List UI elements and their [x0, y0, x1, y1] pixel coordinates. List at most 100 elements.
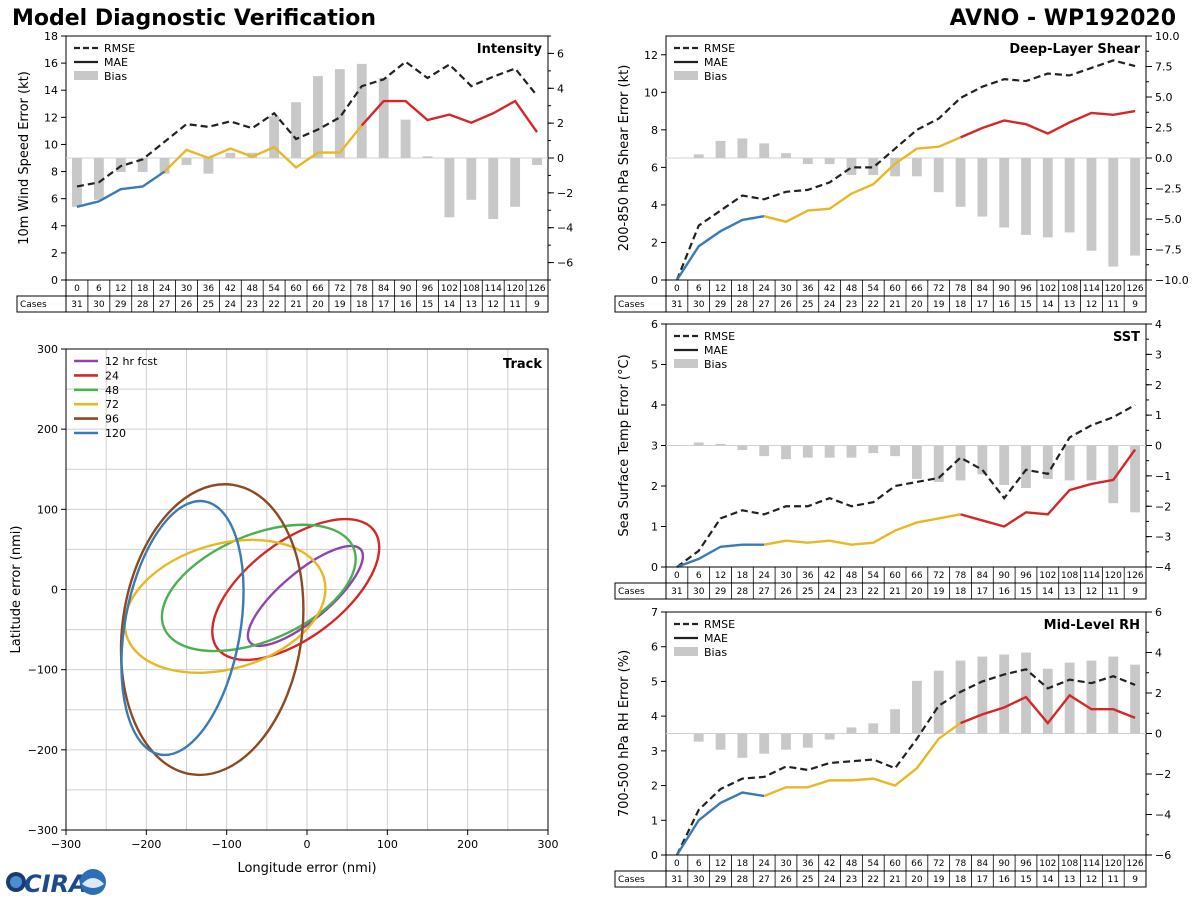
- shear-hour-label: 6: [696, 284, 702, 294]
- sst-ytick-label: 5: [651, 359, 658, 372]
- shear-hour-label: 30: [780, 284, 792, 294]
- cira-logo: CIRA: [6, 869, 106, 898]
- track-ytick-label: −200: [28, 744, 58, 757]
- track-xtick-label: −100: [212, 838, 242, 851]
- sst-bias-bar: [977, 445, 988, 475]
- shear-hour-label: 66: [911, 284, 923, 294]
- shear-ytick-label: 8: [651, 124, 658, 137]
- sst-case-count: 21: [889, 587, 900, 597]
- sst-y2tick-label: −4: [1155, 561, 1171, 574]
- intensity-case-count: 21: [290, 300, 301, 310]
- sst-y2tick-label: −2: [1155, 500, 1171, 513]
- rh-hour-label: 60: [889, 859, 901, 869]
- shear-case-count: 12: [1086, 300, 1097, 310]
- shear-case-count: 21: [889, 300, 900, 310]
- sst-bias-bar: [1064, 445, 1075, 481]
- shear-bias-bar: [1086, 158, 1097, 251]
- sst-mae-line-seg1: [676, 543, 765, 569]
- shear-hour-label: 90: [998, 284, 1010, 294]
- shear-hour-label: 84: [977, 284, 989, 294]
- rh-case-count: 25: [802, 875, 813, 885]
- shear-case-count: 16: [998, 300, 1010, 310]
- sst-case-count: 9: [1132, 587, 1138, 597]
- shear-bias-bar: [846, 158, 857, 176]
- track-ellipse-72: [123, 538, 327, 674]
- rh-case-count: 14: [1042, 875, 1054, 885]
- intensity-bias-bar: [510, 158, 521, 207]
- shear-hour-label: 24: [758, 284, 770, 294]
- intensity-case-count: 25: [203, 300, 214, 310]
- sst-legend-bias-label: Bias: [704, 358, 727, 371]
- rh-hour-label: 30: [780, 859, 792, 869]
- track-ylabel: Latitude error (nmi): [9, 526, 24, 654]
- intensity-bias-bar: [269, 116, 280, 158]
- sst-case-count: 20: [911, 587, 923, 597]
- sst-hour-label: 24: [758, 571, 770, 581]
- rh-ytick-label: 2: [651, 780, 658, 793]
- sst-case-count: 22: [868, 587, 879, 597]
- sst-case-count: 29: [715, 587, 727, 597]
- shear-case-count: 13: [1064, 300, 1075, 310]
- shear-ytick-label: 0: [651, 274, 658, 287]
- rh-y2tick-label: −6: [1155, 849, 1171, 862]
- intensity-bias-bar: [356, 63, 367, 159]
- shear-hour-label: 126: [1126, 284, 1143, 294]
- intensity-bias-bar: [488, 158, 499, 219]
- intensity-cases-row: [16, 295, 549, 313]
- shear-case-count: 20: [911, 300, 923, 310]
- shear-case-count: 23: [846, 300, 857, 310]
- rh-case-count: 20: [911, 875, 923, 885]
- rh-bias-bar: [933, 670, 944, 734]
- sst-case-count: 26: [780, 587, 792, 597]
- shear-hour-label: 96: [1020, 284, 1032, 294]
- rh-case-count: 21: [889, 875, 900, 885]
- shear-mae-line-seg3: [960, 109, 1136, 139]
- shear-case-count: 29: [715, 300, 727, 310]
- sst-case-count: 23: [846, 587, 857, 597]
- sst-hour-label: 36: [802, 571, 814, 581]
- shear-case-count: 9: [1132, 300, 1138, 310]
- intensity-case-count: 26: [181, 300, 193, 310]
- shear-case-count: 28: [737, 300, 749, 310]
- shear-bias-bar: [672, 158, 682, 159]
- sst-hour-label: 66: [911, 571, 923, 581]
- rh-ytick-label: 1: [651, 814, 658, 827]
- intensity-bias-bar: [444, 158, 455, 218]
- rh-hour-label: 120: [1105, 859, 1122, 869]
- intensity-legend-mae-label: MAE: [104, 56, 128, 69]
- intensity-case-count: 17: [378, 300, 389, 310]
- rh-cases-row: [614, 870, 1147, 888]
- rh-bias-bar: [977, 656, 988, 734]
- shear-ytick-label: 6: [651, 161, 658, 174]
- sst-bias-bar: [846, 445, 857, 458]
- rh-case-count: 22: [868, 875, 879, 885]
- rh-case-count: 23: [846, 875, 857, 885]
- shear-hour-label: 102: [1039, 284, 1056, 294]
- intensity-hour-label: 114: [485, 284, 502, 294]
- sst-hour-label: 30: [780, 571, 792, 581]
- shear-mae-line-seg1: [675, 215, 765, 281]
- sst-case-count: 15: [1020, 587, 1031, 597]
- sst-mae-line-seg3: [960, 448, 1137, 528]
- rh-bias-bar: [1064, 662, 1075, 734]
- rh-y2tick-label: −2: [1155, 768, 1171, 781]
- rh-bias-bar: [1108, 656, 1119, 734]
- shear-y2tick-label: −7.5: [1155, 244, 1182, 257]
- rh-case-count: 9: [1132, 875, 1138, 885]
- sst-hour-label: 0: [674, 571, 680, 581]
- rh-case-count: 24: [824, 875, 836, 885]
- track-ytick-label: 200: [37, 423, 58, 436]
- noaa-bird-icon: [82, 878, 104, 888]
- intensity-rmse-line: [76, 60, 538, 188]
- rh-hour-label: 114: [1083, 859, 1100, 869]
- shear-hour-label: 0: [674, 284, 680, 294]
- rh-cases-label: Cases: [618, 875, 645, 885]
- rh-bias-bar: [1021, 652, 1031, 734]
- intensity-case-count: 20: [312, 300, 324, 310]
- intensity-case-count: 15: [422, 300, 433, 310]
- shear-bias-bar: [890, 158, 900, 177]
- sst-case-count: 30: [693, 587, 705, 597]
- track-legend-label: 120: [105, 427, 126, 440]
- page-title: Model Diagnostic Verification: [12, 6, 377, 31]
